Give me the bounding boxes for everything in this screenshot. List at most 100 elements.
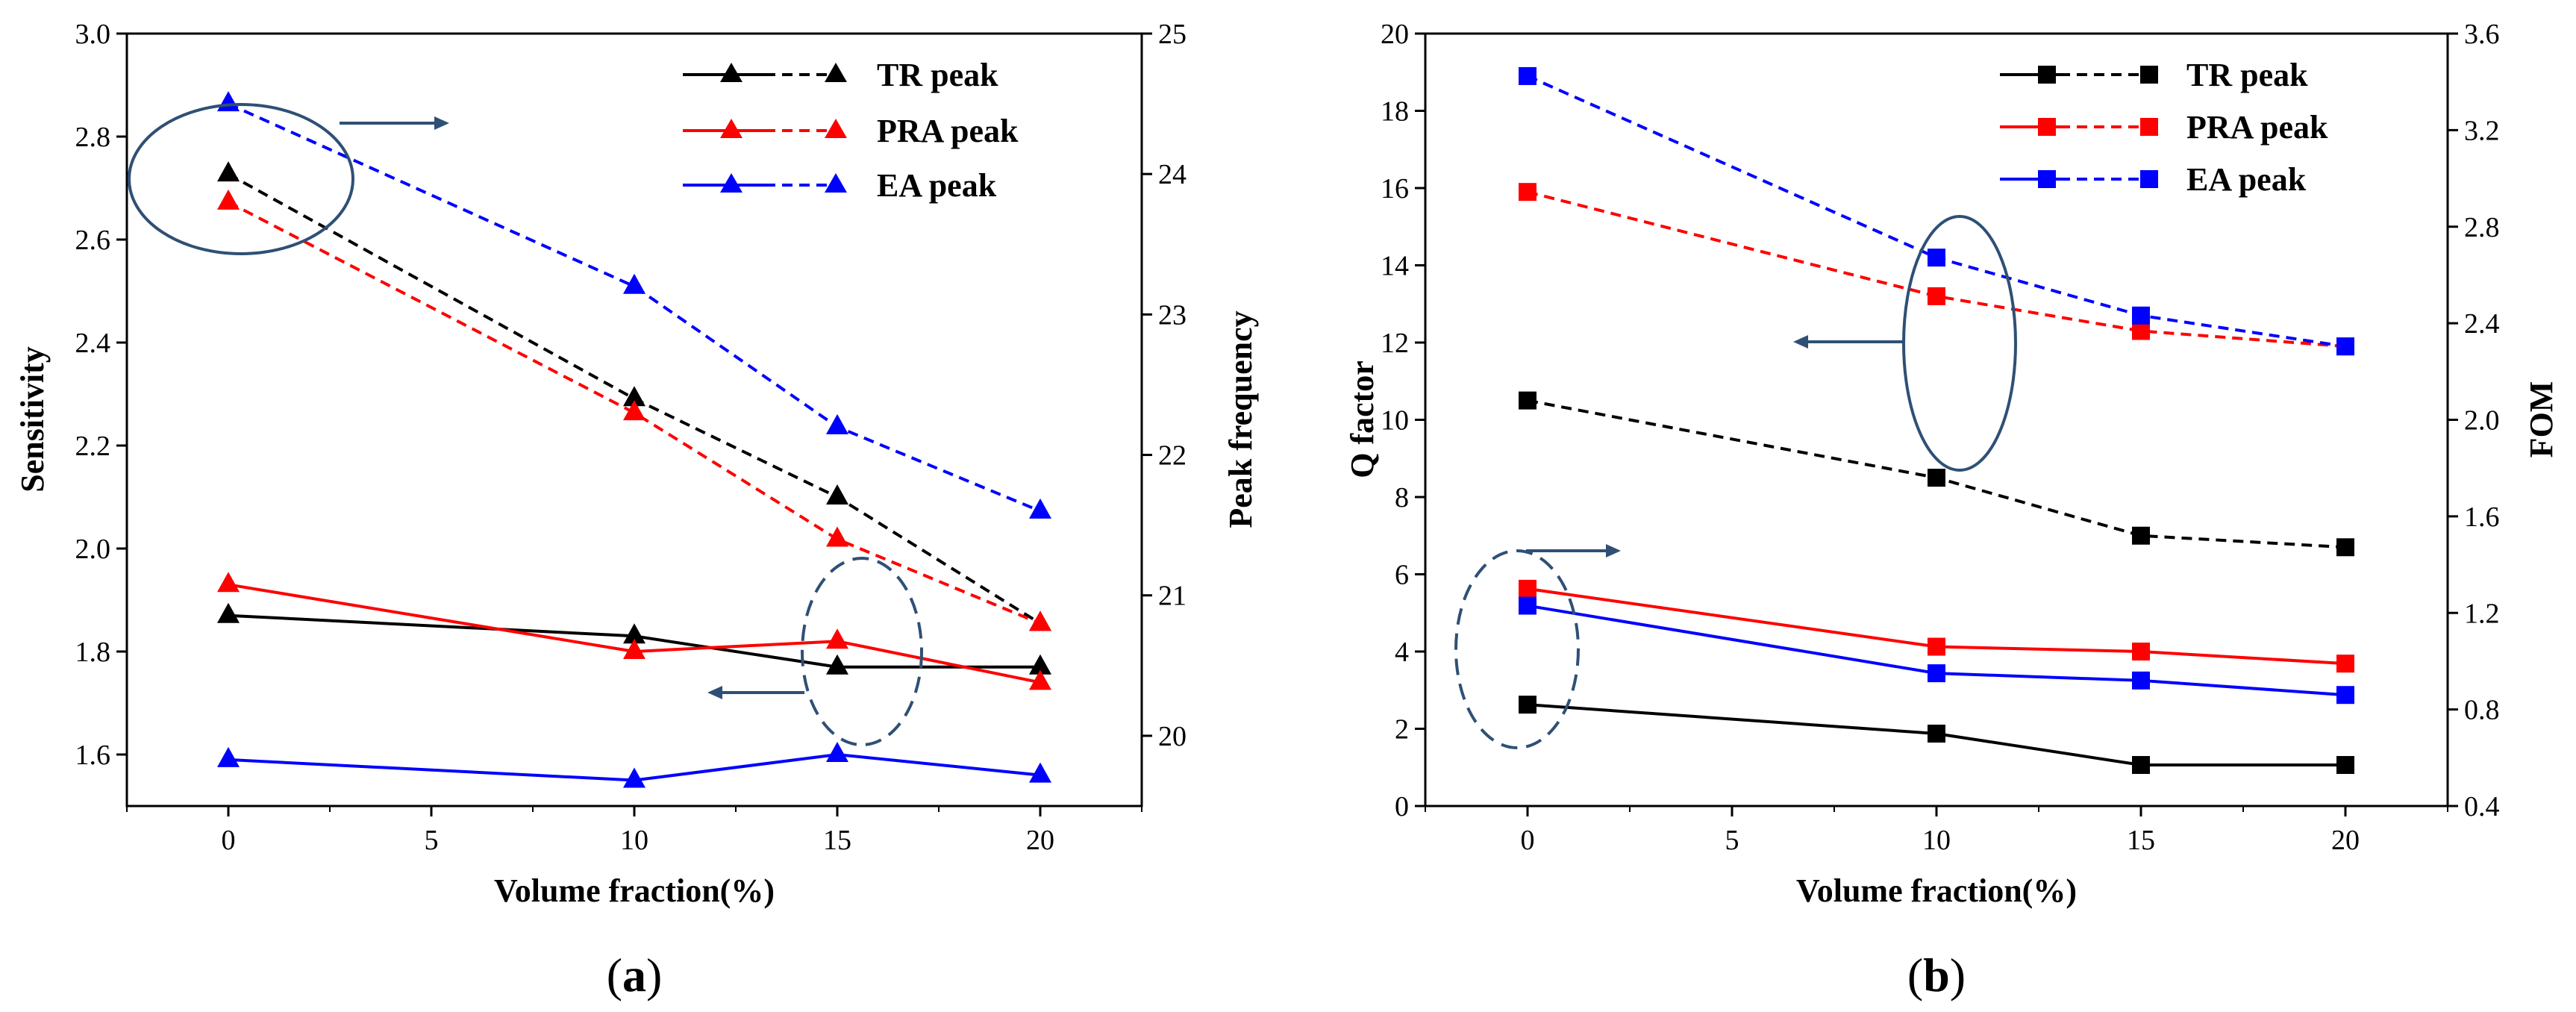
x-axis-label: Volume fraction(%) bbox=[494, 872, 775, 909]
arrow-head-icon bbox=[707, 686, 722, 699]
triangle-marker-icon bbox=[720, 119, 743, 138]
arrow-head-icon bbox=[1606, 544, 1621, 557]
square-marker-icon bbox=[2038, 66, 2056, 84]
x-tick-label: 10 bbox=[1922, 825, 1951, 856]
legend-item-tr: TR peak bbox=[2000, 57, 2308, 93]
data-point-tr-peak-right bbox=[1928, 724, 1945, 743]
data-point-pra-peak-right bbox=[1928, 637, 1945, 656]
legend-item-tr: TR peak bbox=[683, 57, 998, 93]
series-group bbox=[217, 91, 1051, 788]
square-marker-icon bbox=[2038, 118, 2056, 136]
data-point-pra-peak-right bbox=[1519, 579, 1536, 598]
data-point-ea-peak-left bbox=[217, 746, 240, 767]
y-left-tick-label: 10 bbox=[1381, 405, 1409, 437]
y-left-tick-label: 1.8 bbox=[75, 637, 111, 668]
x-tick-label: 15 bbox=[2127, 825, 2155, 856]
y-axis-label-left: Q factor bbox=[1344, 360, 1381, 478]
data-point-ea-peak-right bbox=[2132, 671, 2150, 690]
x-tick-label: 5 bbox=[425, 825, 439, 856]
y-right-tick-label: 20 bbox=[1158, 721, 1187, 752]
x-tick-label: 0 bbox=[1521, 825, 1535, 856]
series-line-tr-peak-right bbox=[228, 172, 1042, 625]
y-left-tick-label: 2.0 bbox=[75, 534, 111, 565]
legend: TR peak PRA peak EA peak bbox=[683, 57, 1019, 204]
data-point-ea-peak-right bbox=[1029, 498, 1051, 519]
legend-label: TR peak bbox=[877, 57, 998, 93]
y-left-tick-label: 3.0 bbox=[75, 19, 111, 50]
annotation-ellipse-left-axis bbox=[801, 557, 923, 746]
legend-label: EA peak bbox=[2186, 161, 2307, 198]
chart-panel-b: 0 2 4 6 8 10 12 14 16 18 20 0.4 0.8 1.2 1.6 2.0 2.4 2.8 3… bbox=[1344, 19, 2560, 1002]
legend-label: PRA peak bbox=[2186, 109, 2328, 146]
y-right-tick-label: 3.6 bbox=[2464, 19, 2500, 50]
data-point-ea-peak-left bbox=[1029, 762, 1051, 783]
data-point-pra-peak-left bbox=[826, 628, 848, 649]
x-tick-labels: 0 5 10 15 20 bbox=[222, 825, 1055, 856]
data-point-tr-peak-right bbox=[1519, 696, 1536, 714]
data-point-pra-peak-left bbox=[1029, 669, 1051, 690]
data-point-ea-peak-right bbox=[826, 413, 848, 434]
legend-item-pra: PRA peak bbox=[683, 113, 1019, 149]
x-tick-labels: 0 5 10 15 20 bbox=[1521, 825, 2360, 856]
y-left-tick-label: 2.2 bbox=[75, 431, 111, 462]
series-line-ea-peak-left bbox=[228, 752, 1041, 782]
series-group bbox=[1519, 66, 2354, 775]
y-left-tick-label: 1.6 bbox=[75, 740, 111, 771]
tick-marks bbox=[1415, 32, 2458, 816]
data-point-ea-peak-left bbox=[826, 742, 848, 762]
y-left-tick-labels: 1.6 1.8 2.0 2.2 2.4 2.6 2.8 3.0 bbox=[75, 19, 111, 771]
data-point-ea-peak-left bbox=[1928, 249, 1945, 267]
y-left-tick-label: 4 bbox=[1395, 637, 1409, 668]
y-left-tick-label: 16 bbox=[1381, 173, 1409, 204]
series-line-tr-peak-right bbox=[1527, 703, 2345, 767]
square-marker-icon bbox=[2140, 66, 2158, 84]
data-point-tr-peak-right bbox=[217, 161, 240, 182]
series-line-pra-peak-right bbox=[1527, 587, 2346, 666]
triangle-marker-icon bbox=[825, 119, 847, 138]
data-point-pra-peak-right bbox=[2336, 655, 2354, 673]
x-tick-label: 0 bbox=[222, 825, 236, 856]
y-left-tick-label: 0 bbox=[1395, 791, 1409, 822]
y-axis-label-right: FOM bbox=[2523, 381, 2560, 458]
x-tick-label: 5 bbox=[1725, 825, 1739, 856]
data-point-tr-peak-left bbox=[217, 602, 240, 623]
data-point-pra-peak-left bbox=[2132, 322, 2150, 340]
data-point-tr-peak-right bbox=[623, 386, 645, 407]
data-point-ea-peak-right bbox=[217, 91, 240, 112]
panel-letter: a bbox=[622, 949, 646, 1002]
data-point-pra-peak-left bbox=[1519, 183, 1536, 202]
legend-label: TR peak bbox=[2186, 57, 2308, 93]
y-left-tick-label: 2.6 bbox=[75, 225, 111, 256]
y-right-tick-label: 23 bbox=[1158, 299, 1187, 331]
arrow-head-icon bbox=[434, 116, 449, 130]
data-point-ea-peak-left bbox=[2132, 306, 2150, 325]
triangle-marker-icon bbox=[825, 63, 847, 82]
data-point-pra-peak-right bbox=[1029, 610, 1051, 631]
x-axis-label: Volume fraction(%) bbox=[1796, 872, 2077, 909]
data-point-tr-peak-right bbox=[826, 484, 848, 505]
y-left-tick-label: 12 bbox=[1381, 328, 1409, 359]
annotation-ellipse-right-axis bbox=[1454, 549, 1580, 749]
y-right-tick-label: 21 bbox=[1158, 581, 1187, 612]
y-right-tick-labels: 20 21 22 23 24 25 bbox=[1158, 19, 1187, 752]
y-right-tick-label: 2.4 bbox=[2464, 308, 2500, 340]
square-marker-icon bbox=[2038, 170, 2056, 188]
data-point-ea-peak-right bbox=[2336, 686, 2354, 705]
data-point-pra-peak-left bbox=[623, 639, 645, 659]
y-right-tick-label: 1.2 bbox=[2464, 598, 2500, 629]
series-line-tr-peak-left bbox=[1527, 399, 2346, 549]
y-left-tick-labels: 0 2 4 6 8 10 12 14 16 18 20 bbox=[1381, 19, 1409, 822]
y-right-tick-label: 0.8 bbox=[2464, 695, 2500, 726]
y-axis-label-right: Peak frequency bbox=[1222, 310, 1259, 528]
x-tick-label: 20 bbox=[1026, 825, 1054, 856]
series-line-ea-peak-left bbox=[1527, 75, 2346, 349]
triangle-marker-icon bbox=[720, 63, 743, 82]
y-right-tick-label: 1.6 bbox=[2464, 502, 2500, 533]
data-point-tr-peak-right bbox=[2336, 756, 2354, 775]
data-point-tr-peak-left bbox=[2336, 538, 2354, 557]
y-right-tick-labels: 0.4 0.8 1.2 1.6 2.0 2.4 2.8 3.2 3.6 bbox=[2464, 19, 2500, 822]
y-right-tick-label: 25 bbox=[1158, 19, 1187, 50]
series-line-pra-peak-left bbox=[1527, 190, 2346, 349]
legend-item-ea: EA peak bbox=[2000, 161, 2307, 198]
